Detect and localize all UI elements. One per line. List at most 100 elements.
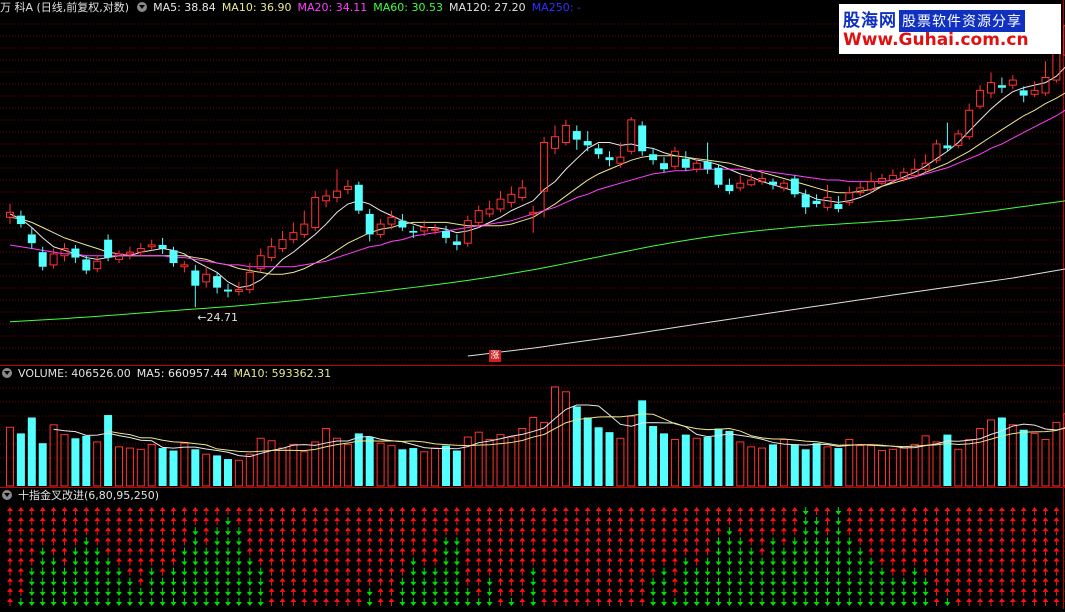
signal-down-arrow [813,561,820,566]
site-logo[interactable]: 股海网 股票软件资源分享 Www.Guhai.com.cn [839,4,1061,54]
signal-up-arrow [432,537,439,542]
signal-up-arrow [72,507,79,512]
signal-up-arrow [650,547,657,552]
signal-down-arrow [791,551,798,556]
signal-down-arrow [791,561,798,566]
collapse-icon[interactable] [2,490,12,500]
signal-up-arrow [312,537,319,542]
signal-up-arrow [628,557,635,562]
signal-up-arrow [606,537,613,542]
signal-up-arrow [988,577,994,582]
signal-up-arrow [377,507,384,512]
signal-down-arrow [410,591,417,596]
candle-up [518,187,527,199]
signal-down-arrow [94,561,101,566]
candle-down [71,248,80,258]
signal-up-arrow [573,547,580,552]
volume-bar [867,445,876,487]
signal-up-arrow [105,507,112,512]
volume-bar [1052,421,1061,487]
signal-up-arrow [519,577,526,582]
signal-down-arrow [835,571,842,576]
volume-bar [703,437,712,486]
signal-up-arrow [595,587,602,592]
volume-bar [540,421,549,487]
signal-up-arrow [639,507,646,512]
signal-down-arrow [192,571,199,576]
signal-up-arrow [759,547,766,552]
signal-up-arrow [475,567,482,572]
signal-up-arrow [203,527,210,532]
volume-bar [834,448,843,486]
signal-down-arrow [846,591,853,596]
signal-up-arrow [562,517,569,522]
signal-up-arrow [998,557,1005,562]
candle-up [507,193,516,203]
collapse-icon[interactable] [137,2,148,12]
signal-down-arrow [72,581,79,586]
signal-up-arrow [933,537,940,542]
signal-up-arrow [1009,567,1016,572]
signal-down-arrow [748,591,755,596]
signal-up-arrow [519,507,526,512]
signal-up-arrow [998,597,1005,602]
candle-up [867,181,876,191]
volume-bar [387,445,396,487]
signal-up-arrow [257,527,264,532]
volume-legend: VOLUME: 406526.00 [18,367,131,380]
signal-down-arrow [879,571,885,576]
signal-up-arrow [879,557,885,562]
signal-up-arrow [159,547,166,552]
signal-up-arrow [911,517,918,522]
volume-bar [354,433,363,486]
signal-down-arrow [181,581,188,586]
collapse-icon[interactable] [2,368,12,378]
volume-bar [899,447,908,487]
signal-up-arrow [693,517,700,522]
signal-up-arrow [246,507,253,512]
candle-up [322,195,331,202]
signal-up-arrow [998,537,1005,542]
signal-down-arrow [61,591,68,596]
signal-up-arrow [410,547,417,552]
signal-up-arrow [432,527,439,532]
signal-up-arrow [879,547,885,552]
signal-up-arrow [94,507,101,512]
signal-up-arrow [933,597,940,602]
signal-up-arrow [301,567,308,572]
signal-up-arrow [225,507,231,512]
signal-up-arrow [486,547,493,552]
signal-up-arrow [1053,587,1060,592]
signal-down-arrow [715,601,722,606]
signal-up-arrow [399,547,406,552]
signal-up-arrow [323,537,330,542]
volume-bar [812,443,821,486]
signal-up-arrow [955,507,962,512]
signal-up-arrow [39,537,46,542]
signal-down-arrow [726,591,733,596]
signal-down-arrow [28,581,35,586]
signal-up-arrow [737,517,744,522]
volume-bar [976,427,985,487]
volume-bar [267,440,276,487]
signal-down-arrow [737,581,744,586]
volume-bar [82,435,91,486]
candle-up [670,150,679,167]
stock-title[interactable]: 万 科A (日线,前复权,对数) [0,1,130,14]
signal-up-arrow [181,537,188,542]
candle-up [529,211,538,215]
signal-up-arrow [977,507,984,512]
volume-bar [790,444,799,486]
signal-down-arrow [726,561,733,566]
volume-ma10-line [108,413,1065,453]
signal-up-arrow [399,527,406,532]
signal-up-arrow [704,537,711,542]
signal-up-arrow [453,527,460,532]
ma10-legend: MA10: 36.90 [221,1,292,14]
signal-down-arrow [453,541,460,546]
signal-up-arrow [671,577,678,582]
signal-up-arrow [562,507,569,512]
candle-up [115,253,123,260]
signal-down-arrow [770,581,776,586]
signal-down-arrow [192,561,199,566]
